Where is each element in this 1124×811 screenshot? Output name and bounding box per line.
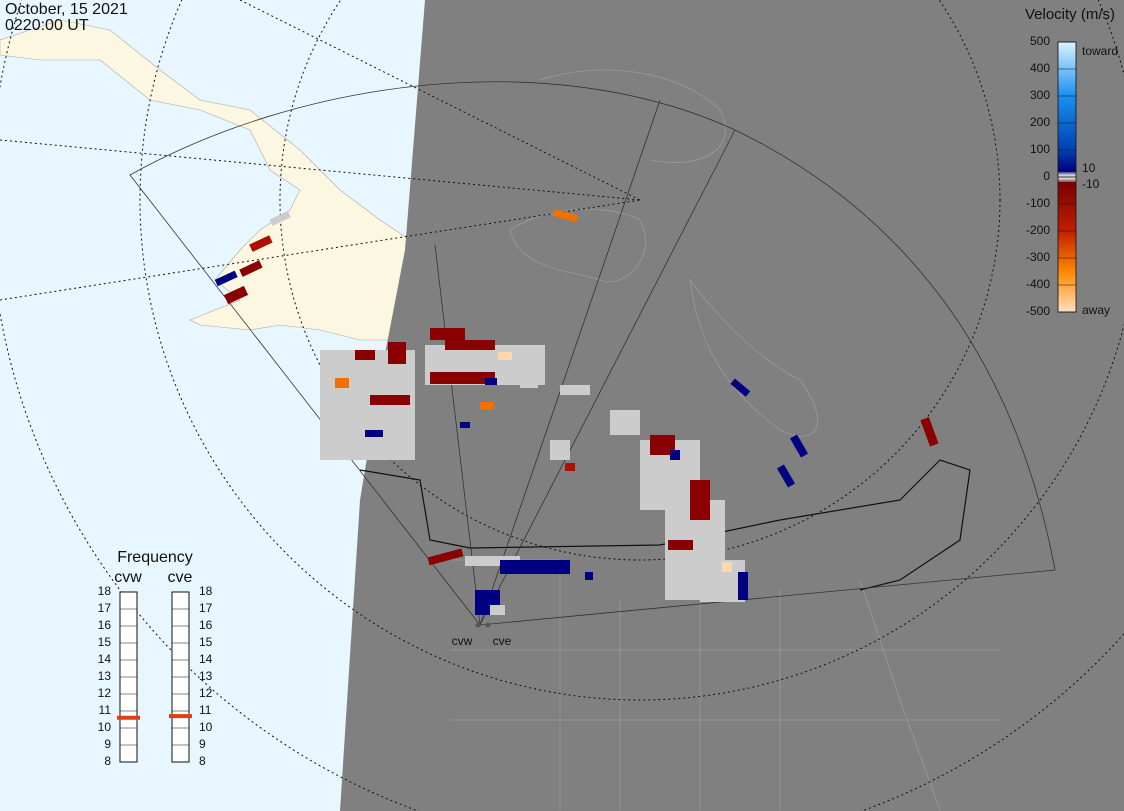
colorbar-inner-label: -10 <box>1082 177 1100 191</box>
frequency-tick-label: 15 <box>199 635 213 649</box>
frequency-tick-label: 14 <box>199 652 213 666</box>
frequency-tick-label: 8 <box>199 754 206 768</box>
colorbar-tick-label: 300 <box>1030 88 1050 102</box>
frequency-tick-label: 9 <box>104 737 111 751</box>
radar-name: cve <box>168 569 193 586</box>
colorbar-tick-label: 200 <box>1030 115 1050 129</box>
frequency-tick-label: 15 <box>98 635 112 649</box>
frequency-tick-label: 10 <box>199 720 213 734</box>
frequency-tick-label: 16 <box>199 618 213 632</box>
site-marker <box>475 622 481 628</box>
coastlines <box>450 69 1000 811</box>
night-region <box>340 0 1124 811</box>
colorbar-top-label: toward <box>1082 44 1118 58</box>
frequency-tick-label: 17 <box>98 601 112 615</box>
colorbar-tick-label: -200 <box>1026 223 1050 237</box>
frequency-tick-label: 18 <box>199 584 213 598</box>
frequency-tick-label: 9 <box>199 737 206 751</box>
site-label: cvw <box>452 634 473 648</box>
frequency-title: Frequency <box>117 549 193 566</box>
frequency-tick-label: 14 <box>98 652 112 666</box>
site-marker <box>485 622 491 628</box>
frequency-tick-label: 10 <box>98 720 112 734</box>
colorbar-inner-label: 10 <box>1082 161 1096 175</box>
frequency-tick-label: 18 <box>98 584 112 598</box>
frequency-tick-label: 13 <box>199 669 213 683</box>
date: October, 15 2021 <box>5 1 128 18</box>
colorbar-tick-label: 400 <box>1030 61 1050 75</box>
frequency-tick-label: 11 <box>99 703 112 717</box>
colorbar-bottom-label: away <box>1082 303 1110 317</box>
radar-name: cvw <box>114 569 142 586</box>
colorbar-title: Velocity (m/s) <box>1025 6 1115 23</box>
frequency-tick-label: 17 <box>199 601 213 615</box>
colorbar-tick-label: 500 <box>1030 34 1050 48</box>
colorbar-tick-label: -500 <box>1026 304 1050 318</box>
site-label: cve <box>493 634 512 648</box>
colorbar-tick-label: -400 <box>1026 277 1050 291</box>
frequency-tick-label: 16 <box>98 618 112 632</box>
time: 0220:00 UT <box>5 17 89 34</box>
alaska <box>0 19 411 341</box>
frequency-tick-label: 13 <box>98 669 112 683</box>
colorbar-tick-label: 100 <box>1030 142 1050 156</box>
field-of-view <box>129 81 1056 626</box>
frequency-tick-label: 8 <box>104 754 111 768</box>
colorbar-tick-label: -100 <box>1026 196 1050 210</box>
frequency-tick-label: 12 <box>98 686 112 700</box>
border <box>359 459 971 591</box>
colorbar-tick-label: 0 <box>1043 169 1050 183</box>
colorbar-tick-label: -300 <box>1026 250 1050 264</box>
frequency-tick-label: 11 <box>199 703 212 717</box>
radar-cells <box>214 208 939 615</box>
frequency-tick-label: 12 <box>199 686 213 700</box>
